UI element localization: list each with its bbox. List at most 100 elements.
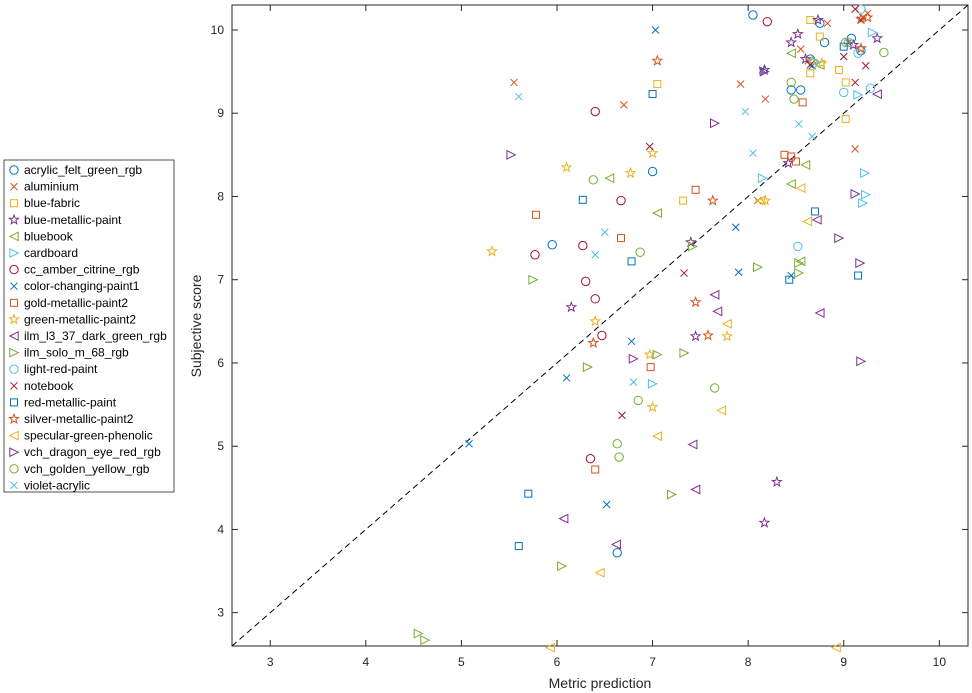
series-silver-metallic-paint2 (587, 11, 874, 349)
data-point (684, 236, 697, 248)
data-point (646, 146, 659, 159)
data-point (840, 37, 851, 48)
data-point (506, 149, 517, 160)
data-point (687, 439, 698, 450)
data-point (721, 318, 732, 329)
data-point (787, 271, 796, 280)
y-tick-label: 6 (217, 356, 224, 370)
data-point (413, 628, 424, 639)
data-point (811, 207, 820, 216)
data-point (811, 13, 824, 26)
legend-marker (9, 165, 19, 175)
data-point (861, 189, 872, 200)
data-point (853, 89, 864, 100)
legend-entry-label: blue-metallic-paint (24, 213, 122, 227)
data-point (839, 52, 848, 61)
data-point (652, 208, 663, 219)
data-point (741, 107, 750, 116)
legend-entry-label: ilm_solo_m_68_rgb (24, 346, 129, 360)
data-point (850, 188, 861, 199)
legend-marker (10, 298, 18, 307)
legend-entry-label: gold-metallic-paint2 (24, 296, 128, 310)
data-point (854, 271, 863, 280)
data-point (830, 642, 841, 653)
legend-entry-label: green-metallic-paint2 (24, 312, 136, 326)
data-point (786, 85, 796, 95)
series-bluebook (604, 48, 825, 267)
data-point (591, 250, 600, 259)
data-point (879, 47, 889, 58)
legend-marker (10, 398, 18, 407)
data-point (860, 168, 871, 179)
data-point (627, 337, 636, 346)
data-point (855, 258, 866, 269)
y-tick-label: 10 (211, 23, 225, 37)
data-point (755, 195, 766, 206)
identity-reference-line (231, 4, 969, 647)
data-point (691, 185, 700, 194)
data-point (794, 268, 805, 279)
data-point (628, 353, 639, 364)
x-axis-label: Metric prediction (549, 675, 652, 691)
series-ilm_solo_m_68_rgb (413, 241, 805, 646)
data-point (648, 90, 657, 99)
data-point (528, 274, 539, 285)
data-point (841, 78, 850, 87)
data-point (604, 173, 615, 184)
data-point (856, 356, 867, 367)
data-point (795, 256, 806, 267)
legend-entry-label: ilm_l3_37_dark_green_rgb (24, 329, 167, 343)
legend-marker (9, 464, 19, 474)
data-point (514, 92, 523, 101)
x-tick-label: 3 (267, 655, 274, 669)
legend-entry-label: bluebook (24, 229, 74, 243)
legend-entry-label: vch_golden_yellow_rgb (24, 462, 150, 476)
series-cc_amber_citrine_rgb (530, 16, 772, 464)
series-ilm_l3_37_dark_green_rgb (558, 89, 882, 550)
x-tick-label: 8 (745, 655, 752, 669)
legend-marker (10, 381, 18, 390)
data-point (514, 542, 523, 551)
data-point (814, 308, 825, 319)
data-point (679, 347, 690, 358)
data-point (770, 475, 783, 488)
data-point (590, 106, 600, 117)
data-point (865, 83, 876, 93)
data-point (597, 330, 607, 341)
series-green-metallic-paint2 (486, 54, 828, 413)
data-point (635, 247, 645, 257)
data-point (531, 210, 540, 219)
data-point (758, 516, 771, 528)
data-point (589, 315, 602, 327)
series-red-metallic-paint (514, 42, 863, 551)
legend-marker (10, 199, 18, 208)
data-point (806, 15, 815, 24)
data-point (647, 166, 658, 177)
legend-entry-label: specular-green-phenolic (24, 429, 153, 443)
data-point (594, 567, 605, 578)
data-points (413, 4, 889, 653)
data-point (853, 48, 863, 58)
data-point (858, 198, 869, 209)
data-point (652, 431, 663, 442)
data-point (624, 166, 637, 179)
legend-marker (10, 282, 18, 291)
data-point (690, 484, 701, 495)
data-point (762, 16, 772, 27)
data-point (679, 196, 688, 205)
data-point (791, 27, 804, 40)
legend-marker (8, 330, 19, 342)
data-point (785, 36, 798, 48)
data-point (861, 11, 874, 23)
data-point (808, 132, 817, 141)
data-point (465, 439, 473, 448)
legend-marker (8, 412, 20, 425)
data-point (871, 89, 882, 100)
data-point (653, 80, 662, 89)
legend-marker (10, 481, 18, 490)
data-point (612, 439, 622, 449)
data-point (585, 453, 596, 464)
data-point (736, 80, 745, 88)
data-point (646, 400, 659, 413)
